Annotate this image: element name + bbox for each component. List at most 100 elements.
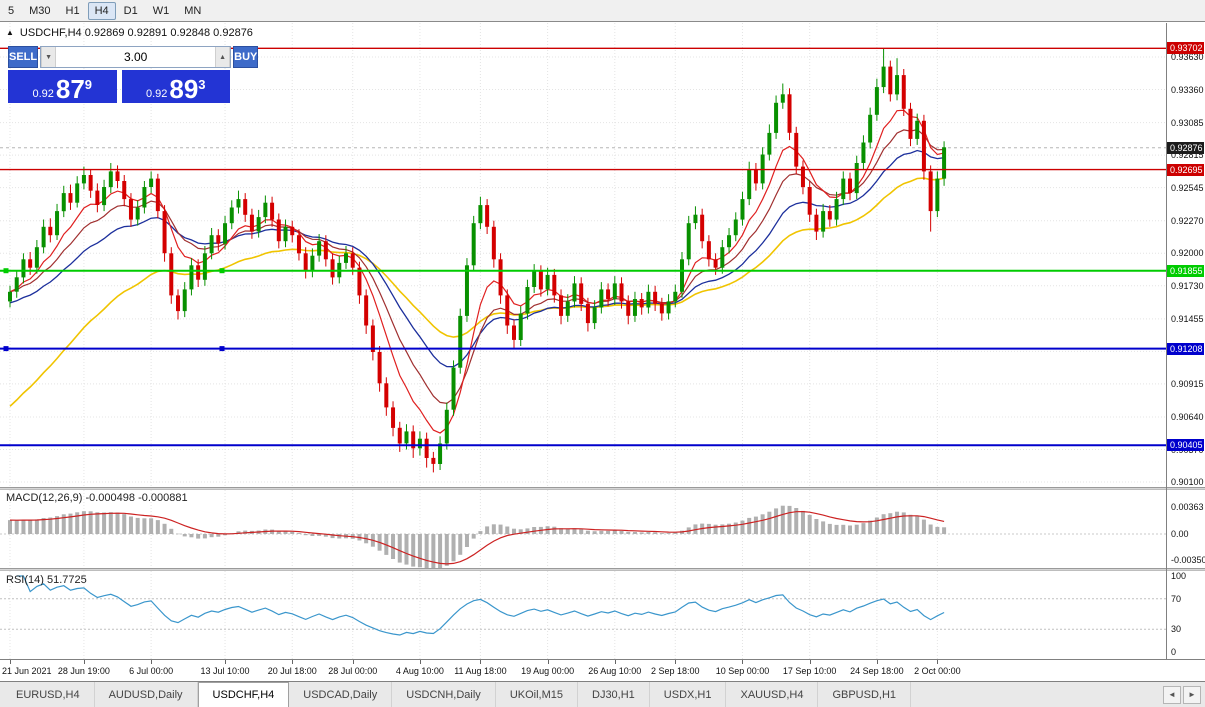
price-axis-label: 0.91730: [1171, 280, 1204, 291]
time-axis-label: 4 Aug 10:00: [395, 666, 444, 676]
collapse-chart-icon[interactable]: ▲: [6, 28, 14, 37]
time-tick: [937, 660, 939, 664]
time-axis-label: 17 Sep 10:00: [782, 666, 837, 676]
timeframe-button-5[interactable]: 5: [8, 4, 15, 17]
price-tag-bid: 0.92876: [1167, 141, 1204, 154]
macd-pane-canvas[interactable]: [0, 490, 1166, 568]
time-axis-label: 2 Sep 18:00: [650, 666, 700, 676]
price-tag-line: 0.91208: [1167, 342, 1204, 355]
price-axis-label: 0.93085: [1171, 117, 1204, 128]
time-axis-label: 21 Jun 2021: [2, 666, 52, 676]
time-axis-label: 19 Aug 00:00: [521, 666, 575, 676]
line-handle[interactable]: [3, 346, 9, 352]
timeframe-button-mn[interactable]: MN: [184, 4, 202, 17]
time-tick: [352, 660, 354, 664]
price-axis-label: 0.90915: [1171, 378, 1204, 389]
time-axis-label: 26 Aug 10:00: [588, 666, 642, 676]
sell-price-display[interactable]: 0.92 87 9: [8, 70, 117, 103]
chart-ohlc-title: USDCHF,H4 0.92869 0.92891 0.92848 0.9287…: [19, 27, 253, 39]
rsi-axis-label: 30: [1171, 624, 1182, 635]
time-axis-label: 20 Jul 18:00: [267, 666, 317, 676]
time-tick: [225, 660, 227, 664]
price-axis-label: 0.91455: [1171, 313, 1204, 324]
main-chart-canvas[interactable]: [0, 23, 1166, 487]
time-tick: [419, 660, 421, 664]
timeframe-button-w1[interactable]: W1: [152, 4, 170, 17]
macd-axis-label: -0.00350: [1171, 555, 1205, 566]
time-axis-label: 28 Jun 19:00: [57, 666, 110, 676]
tabs-scroll-left-button[interactable]: ◄: [1163, 685, 1181, 704]
chart-tabs: EURUSD,H4 AUDUSD,Daily USDCHF,H4 USDCAD,Dai…: [0, 682, 912, 707]
chart-tab[interactable]: USDCHF,H4: [197, 682, 290, 707]
time-tick: [292, 660, 294, 664]
timeframe-button-h4[interactable]: H4: [87, 1, 116, 20]
price-axis-label: 0.90640: [1171, 411, 1204, 422]
time-tick: [151, 660, 153, 664]
time-axis-label: 11 Aug 18:00: [454, 666, 507, 676]
macd-axis-label: 0.00: [1171, 529, 1189, 539]
volume-spinner: ▼ ▲: [40, 46, 232, 68]
rsi-axis-label: 0: [1171, 647, 1177, 657]
line-handle[interactable]: [219, 346, 225, 352]
time-tick: [480, 660, 482, 664]
buy-price-display[interactable]: 0.92 89 3: [121, 70, 230, 104]
chart-tab[interactable]: GBPUSD,H1: [818, 682, 912, 707]
sell-price-sup: 9: [84, 77, 93, 92]
price-axis-label: 0.92545: [1171, 182, 1204, 193]
time-axis-label: 28 Jul 00:00: [328, 666, 378, 676]
time-axis[interactable]: [0, 659, 1205, 682]
chart-tab[interactable]: UKOil,M15: [496, 682, 578, 707]
pane-separator[interactable]: [0, 568, 1205, 571]
chart-tabs-bar: EURUSD,H4 AUDUSD,Daily USDCHF,H4 USDCAD,Dai…: [0, 682, 1205, 707]
price-axis-label: 0.93630: [1171, 52, 1204, 62]
chart-tab[interactable]: DJ30,H1: [578, 682, 650, 707]
rsi-axis-label: 100: [1171, 571, 1187, 581]
time-tick: [83, 660, 85, 664]
timeframe-button-h1[interactable]: H1: [65, 4, 80, 17]
sell-button[interactable]: SELL: [8, 46, 39, 68]
chart-tab[interactable]: USDCAD,Daily: [289, 682, 393, 707]
buy-price-sup: 3: [198, 77, 206, 92]
volume-increase-button[interactable]: ▲: [215, 47, 231, 67]
chart-tab[interactable]: USDCNH,Daily: [392, 682, 496, 707]
candles: [8, 48, 947, 473]
timeframe-button-m30[interactable]: M30: [29, 4, 51, 17]
chart-tab[interactable]: XAUUSD,H4: [726, 682, 819, 707]
time-tick: [547, 660, 549, 664]
pane-separator[interactable]: [0, 487, 1205, 490]
volume-decrease-button[interactable]: ▼: [41, 47, 57, 67]
price-axis-label: 0.92815: [1171, 150, 1204, 161]
ma-line-40: [9, 177, 945, 407]
price-axis-label: 0.93360: [1171, 84, 1204, 95]
buy-price-prefix: 0.92: [145, 88, 168, 100]
price-axis-border: [1166, 23, 1167, 659]
price-axis-label: 0.90100: [1171, 477, 1204, 487]
rsi-pane-canvas[interactable]: [0, 571, 1166, 659]
buy-button[interactable]: BUY: [233, 46, 259, 68]
time-axis-label: 24 Sep 18:00: [850, 666, 904, 676]
chart-tab[interactable]: USDX,H1: [650, 682, 727, 707]
line-handle[interactable]: [3, 268, 9, 274]
time-tick: [742, 660, 744, 664]
price-tag-line: 0.92695: [1167, 163, 1204, 176]
volume-input[interactable]: [56, 47, 216, 67]
buy-price-big: 89: [169, 74, 199, 104]
macd-histogram: [8, 505, 947, 568]
price-tag-line: 0.93702: [1167, 42, 1204, 55]
time-axis-label: 2 Oct 00:00: [914, 666, 961, 676]
chart-tab[interactable]: AUDUSD,Daily: [95, 682, 198, 707]
timeframe-button-d1[interactable]: D1: [123, 4, 138, 17]
chart-tab[interactable]: EURUSD,H4: [2, 682, 95, 707]
time-tick: [614, 660, 616, 664]
line-handle[interactable]: [219, 268, 225, 274]
tabs-scroll-right-button[interactable]: ►: [1183, 685, 1201, 704]
macd-signal-line: [9, 510, 945, 565]
sell-price-prefix: 0.92: [32, 88, 54, 100]
rsi-axis-label: 70: [1171, 593, 1182, 604]
time-axis-label: 13 Jul 10:00: [200, 666, 250, 676]
price-axis-label: 0.92000: [1171, 248, 1204, 259]
time-tick: [876, 660, 878, 664]
rsi-indicator-label: RSI(14) 51.7725: [6, 574, 87, 586]
